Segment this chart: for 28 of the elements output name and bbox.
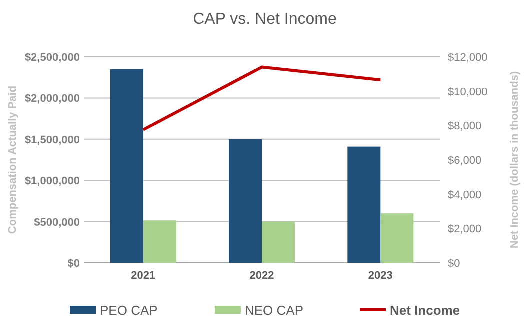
y2-tick-label: $8,000 bbox=[448, 120, 482, 133]
y-axis-title: Compensation Actually Paid bbox=[7, 86, 19, 234]
y-tick-label: $2,500,000 bbox=[24, 52, 80, 64]
chart-title: CAP vs. Net Income bbox=[193, 11, 337, 28]
x-tick-label: 2023 bbox=[368, 270, 393, 282]
y-tick-label: $500,000 bbox=[34, 216, 80, 229]
legend-label: PEO CAP bbox=[100, 303, 158, 318]
y-tick-label: $1,500,000 bbox=[24, 134, 80, 146]
bar bbox=[110, 69, 144, 263]
y2-tick-label: $12,000 bbox=[448, 52, 488, 64]
legend-label: NEO CAP bbox=[245, 303, 304, 318]
bar bbox=[348, 146, 381, 263]
bar bbox=[143, 220, 176, 263]
bar bbox=[229, 139, 262, 263]
y2-axis-title: Net Income (dollars in thousands) bbox=[509, 71, 521, 249]
legend-label: Net Income bbox=[390, 303, 460, 318]
y2-tick-label: $4,000 bbox=[448, 189, 482, 202]
y2-tick-label: $0 bbox=[448, 258, 460, 270]
y2-tick-label: $2,000 bbox=[448, 224, 482, 236]
bar bbox=[262, 222, 295, 263]
y-tick-label: $0 bbox=[68, 258, 80, 270]
x-tick-label: 2022 bbox=[250, 270, 274, 282]
bar bbox=[380, 214, 414, 263]
x-tick-label: 2021 bbox=[131, 270, 156, 282]
y2-tick-label: $10,000 bbox=[448, 86, 488, 98]
y-tick-label: $1,000,000 bbox=[24, 176, 80, 188]
y-tick-label: $2,000,000 bbox=[24, 93, 80, 106]
y2-tick-label: $6,000 bbox=[448, 155, 482, 167]
